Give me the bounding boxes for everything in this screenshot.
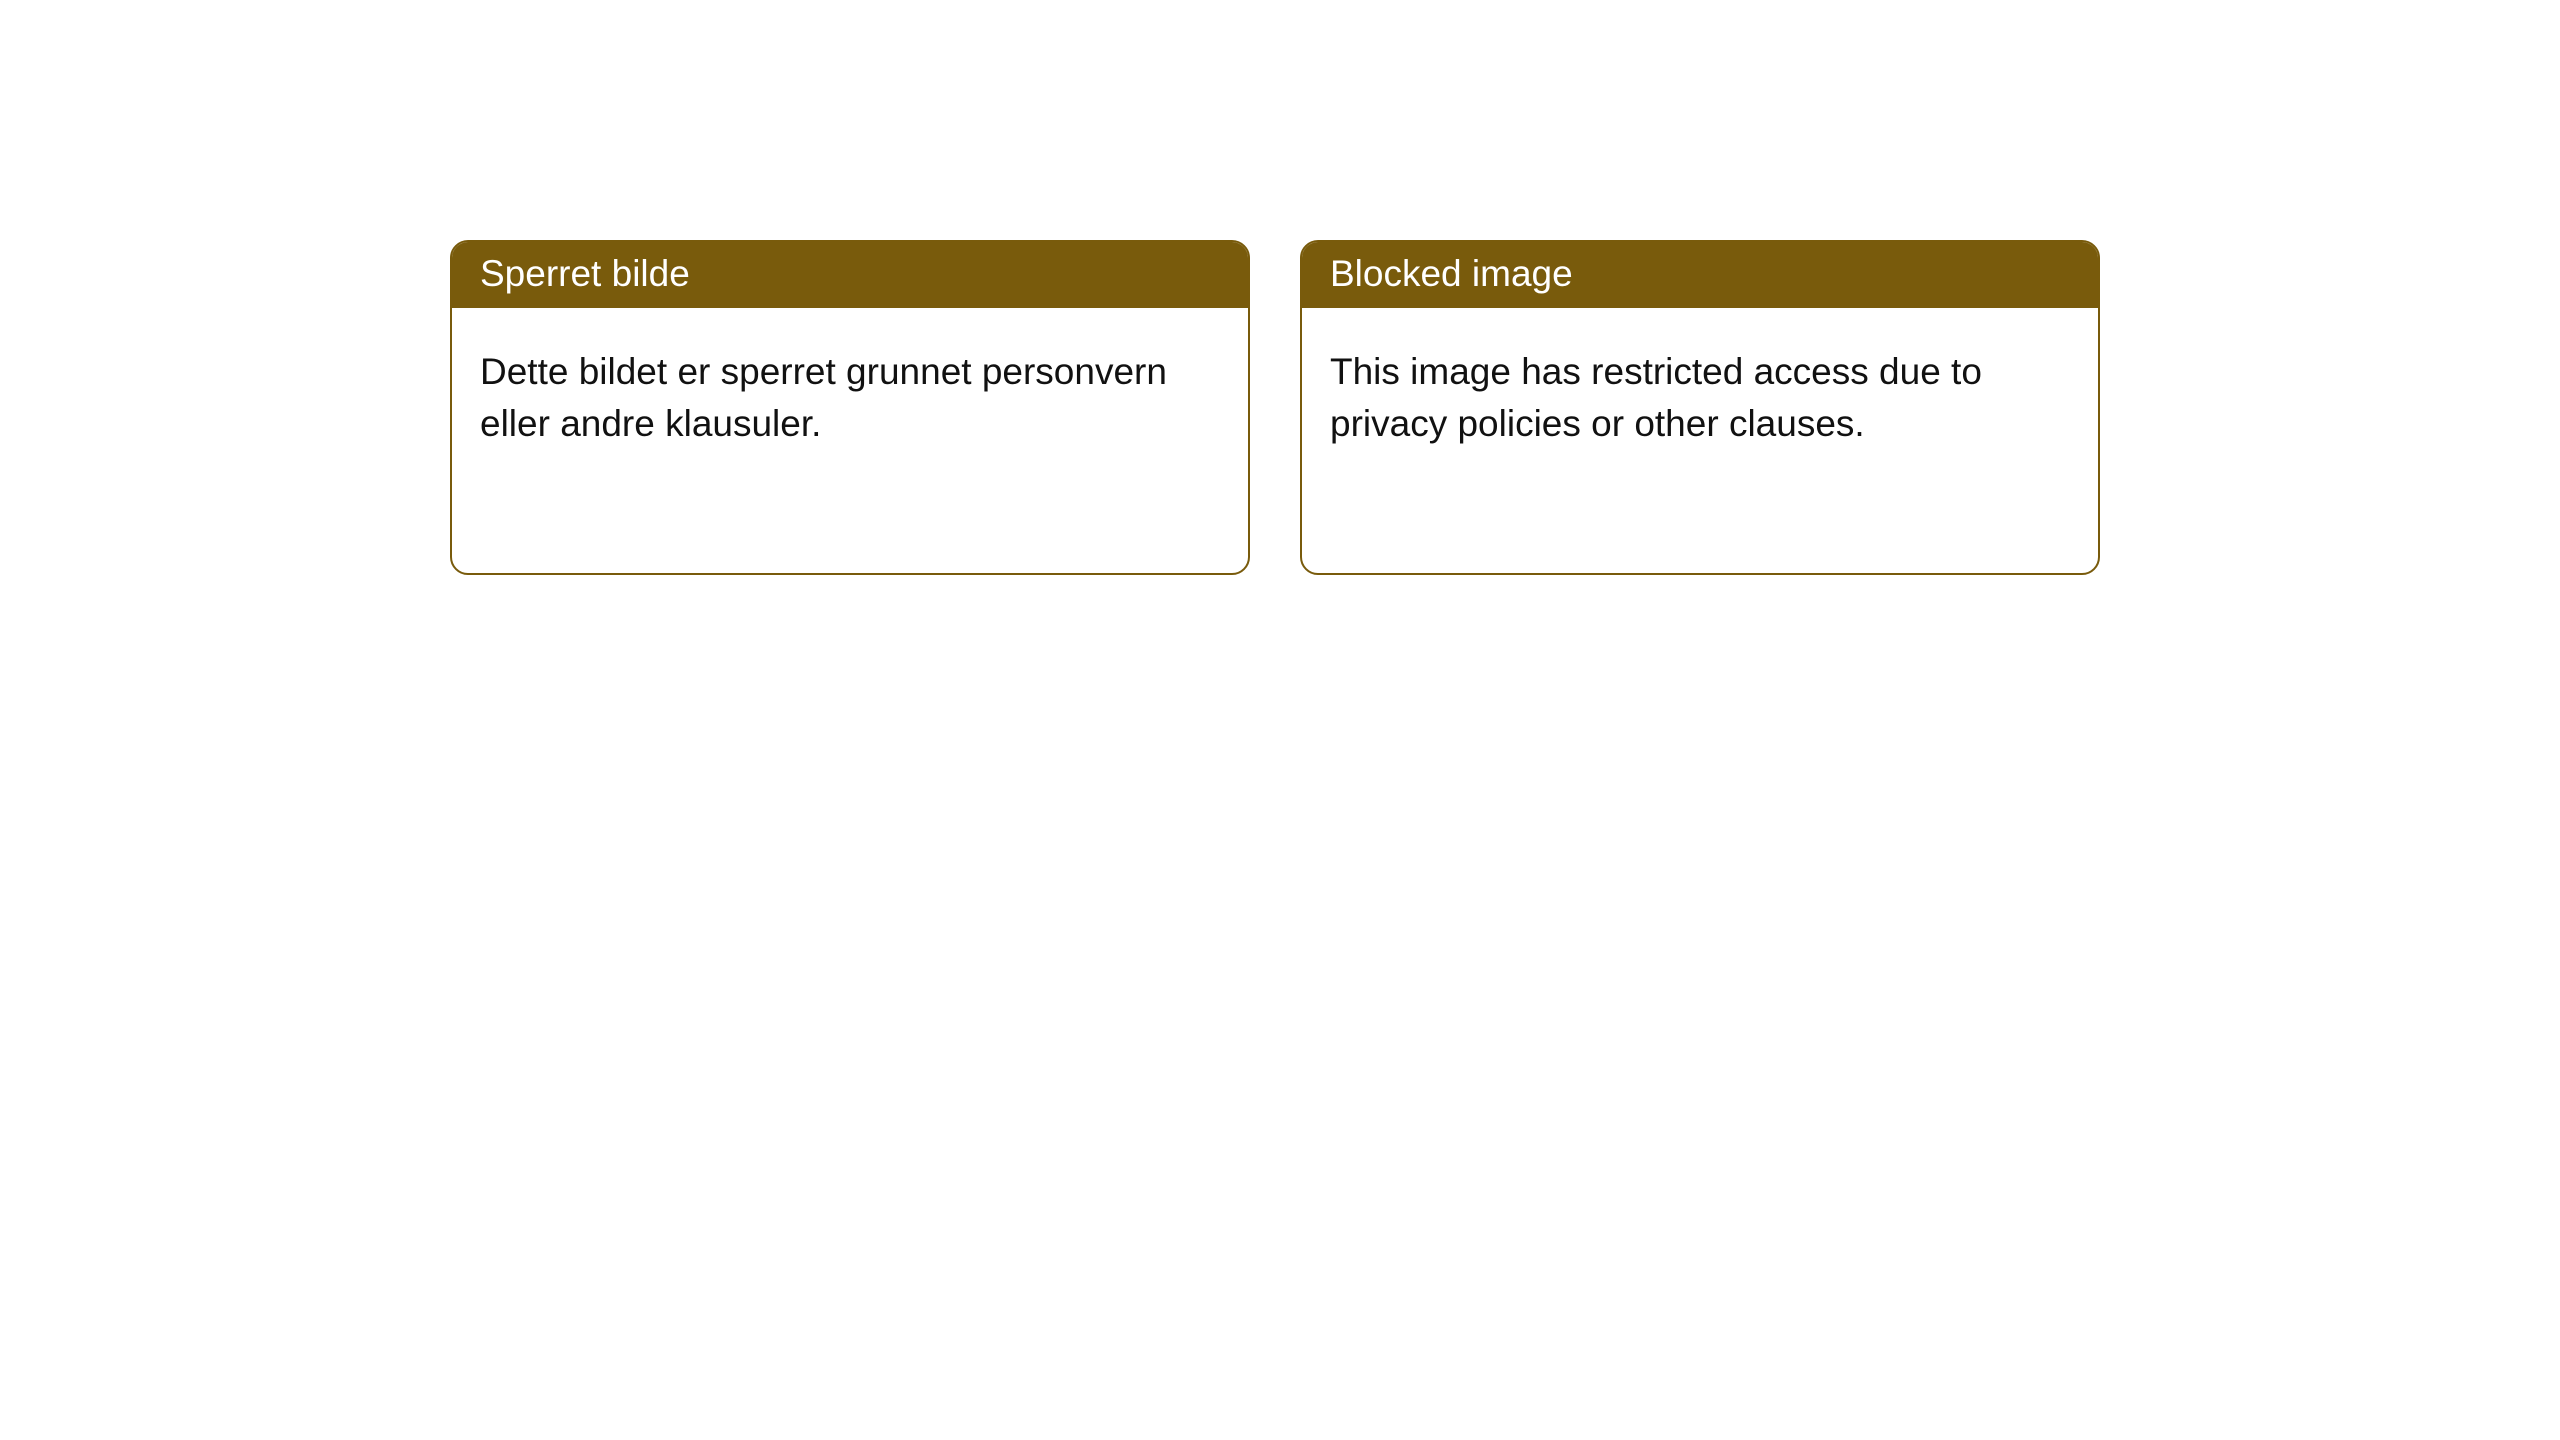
notice-title-en: Blocked image [1302,242,2098,308]
notice-container: Sperret bilde Dette bildet er sperret gr… [0,0,2560,575]
notice-card-no: Sperret bilde Dette bildet er sperret gr… [450,240,1250,575]
notice-body-en: This image has restricted access due to … [1302,308,2098,573]
notice-card-en: Blocked image This image has restricted … [1300,240,2100,575]
notice-body-no: Dette bildet er sperret grunnet personve… [452,308,1248,573]
notice-title-no: Sperret bilde [452,242,1248,308]
